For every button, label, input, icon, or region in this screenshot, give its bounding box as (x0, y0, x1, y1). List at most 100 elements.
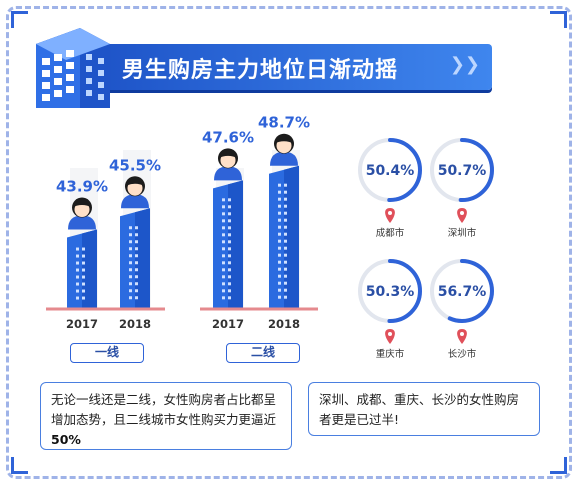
bar-window (129, 261, 132, 265)
bar-window (284, 274, 287, 278)
woman-icon-body (68, 215, 96, 230)
bar-category-label: 2017 (212, 317, 244, 331)
ring-value-label: 50.4% (366, 163, 415, 179)
woman-icon-bangs (274, 136, 294, 144)
location-pin-dot (460, 211, 464, 215)
bar-window (76, 296, 79, 300)
bar-window (284, 267, 287, 271)
bar-window (228, 240, 231, 244)
bar-value-label: 48.7% (258, 114, 310, 132)
ring-chart: 50.4% 成都市 (358, 138, 422, 239)
woman-icon-bangs (72, 200, 92, 208)
bar-window (135, 226, 138, 230)
bar-window (284, 281, 287, 285)
bar-window (82, 268, 85, 272)
caption-right: 深圳、成都、重庆、长沙的女性购房者更是已过半! (308, 382, 540, 436)
bar-window (278, 246, 281, 250)
ring-city-label: 深圳市 (448, 227, 477, 239)
woman-icon-face (127, 180, 143, 196)
bar-window (284, 204, 287, 208)
woman-icon-body (270, 151, 298, 166)
bar-window (76, 289, 79, 293)
bar-window (82, 275, 85, 279)
bar-shade (228, 180, 243, 308)
bar-window (76, 254, 79, 258)
ring-city-label: 成都市 (376, 227, 405, 239)
bar-window (135, 247, 138, 251)
bar-window (284, 197, 287, 201)
bar-window (278, 295, 281, 299)
bar-value-label: 43.9% (56, 178, 108, 196)
bar-window (76, 275, 79, 279)
bar-window (135, 240, 138, 244)
bar-window (284, 288, 287, 292)
bar-shade (135, 208, 150, 308)
ring-arc (387, 259, 422, 323)
bar-window (82, 247, 85, 251)
bar-window (129, 282, 132, 286)
bar-window (76, 268, 79, 272)
bar-window (82, 282, 85, 286)
bar-window (222, 226, 225, 230)
bar-window (129, 289, 132, 293)
bar-window (284, 253, 287, 257)
bar-window (278, 288, 281, 292)
bar-window (228, 226, 231, 230)
chevron-right-icon: ❯❯ (449, 54, 480, 75)
frame-corner (550, 457, 567, 474)
bar-window (284, 239, 287, 243)
ring-city-label: 重庆市 (376, 348, 405, 360)
woman-icon (121, 176, 149, 209)
bar-window (278, 232, 281, 236)
bar-window (82, 289, 85, 293)
bar-window (76, 261, 79, 265)
bar-window (284, 260, 287, 264)
bar-window (129, 275, 132, 279)
bar-window (222, 282, 225, 286)
title-banner: 男生购房主力地位日渐动摇 ❯❯ (100, 44, 492, 90)
bar-window (278, 204, 281, 208)
bar-window (222, 198, 225, 202)
bar-window (222, 247, 225, 251)
caption-left-highlight: 50% (51, 432, 81, 447)
bar-value-label: 45.5% (109, 156, 161, 174)
bar-window (222, 261, 225, 265)
location-pin-dot (388, 211, 392, 215)
caption-left-text: 无论一线还是二线，女性购房者占比都呈增加态势，且二线城市女性购买力更逼近 (51, 392, 277, 427)
bar-window (278, 260, 281, 264)
bar-window (228, 261, 231, 265)
location-pin-icon (457, 208, 467, 223)
bar-window (222, 296, 225, 300)
bar-window (278, 218, 281, 222)
building-icon (36, 28, 110, 108)
bar-window (129, 240, 132, 244)
bar-window (228, 219, 231, 223)
ring-arc (458, 138, 494, 202)
woman-icon-face (220, 152, 236, 168)
bar-window (222, 205, 225, 209)
bar-window (222, 219, 225, 223)
location-pin-dot (388, 332, 392, 336)
bar-window (278, 190, 281, 194)
bar-window (228, 275, 231, 279)
woman-icon-face (74, 202, 90, 218)
bar-category-label: 2018 (268, 317, 300, 331)
bar-window (129, 296, 132, 300)
bar-window (82, 254, 85, 258)
ring-value-label: 56.7% (438, 284, 487, 300)
woman-icon-bangs (218, 151, 238, 159)
frame-corner (550, 11, 567, 28)
bar-window (284, 246, 287, 250)
bar-window (228, 268, 231, 272)
woman-icon-body (214, 166, 242, 181)
bar-window (278, 211, 281, 215)
bar-shade (82, 229, 97, 308)
caption-right-text: 深圳、成都、重庆、长沙的女性购房者更是已过半! (319, 392, 520, 427)
bar-window (135, 233, 138, 237)
bar-window (278, 197, 281, 201)
bar-window (76, 247, 79, 251)
bar-window (222, 254, 225, 258)
woman-icon-bangs (125, 179, 145, 187)
bar-window (135, 275, 138, 279)
woman-icon-face (276, 138, 292, 154)
